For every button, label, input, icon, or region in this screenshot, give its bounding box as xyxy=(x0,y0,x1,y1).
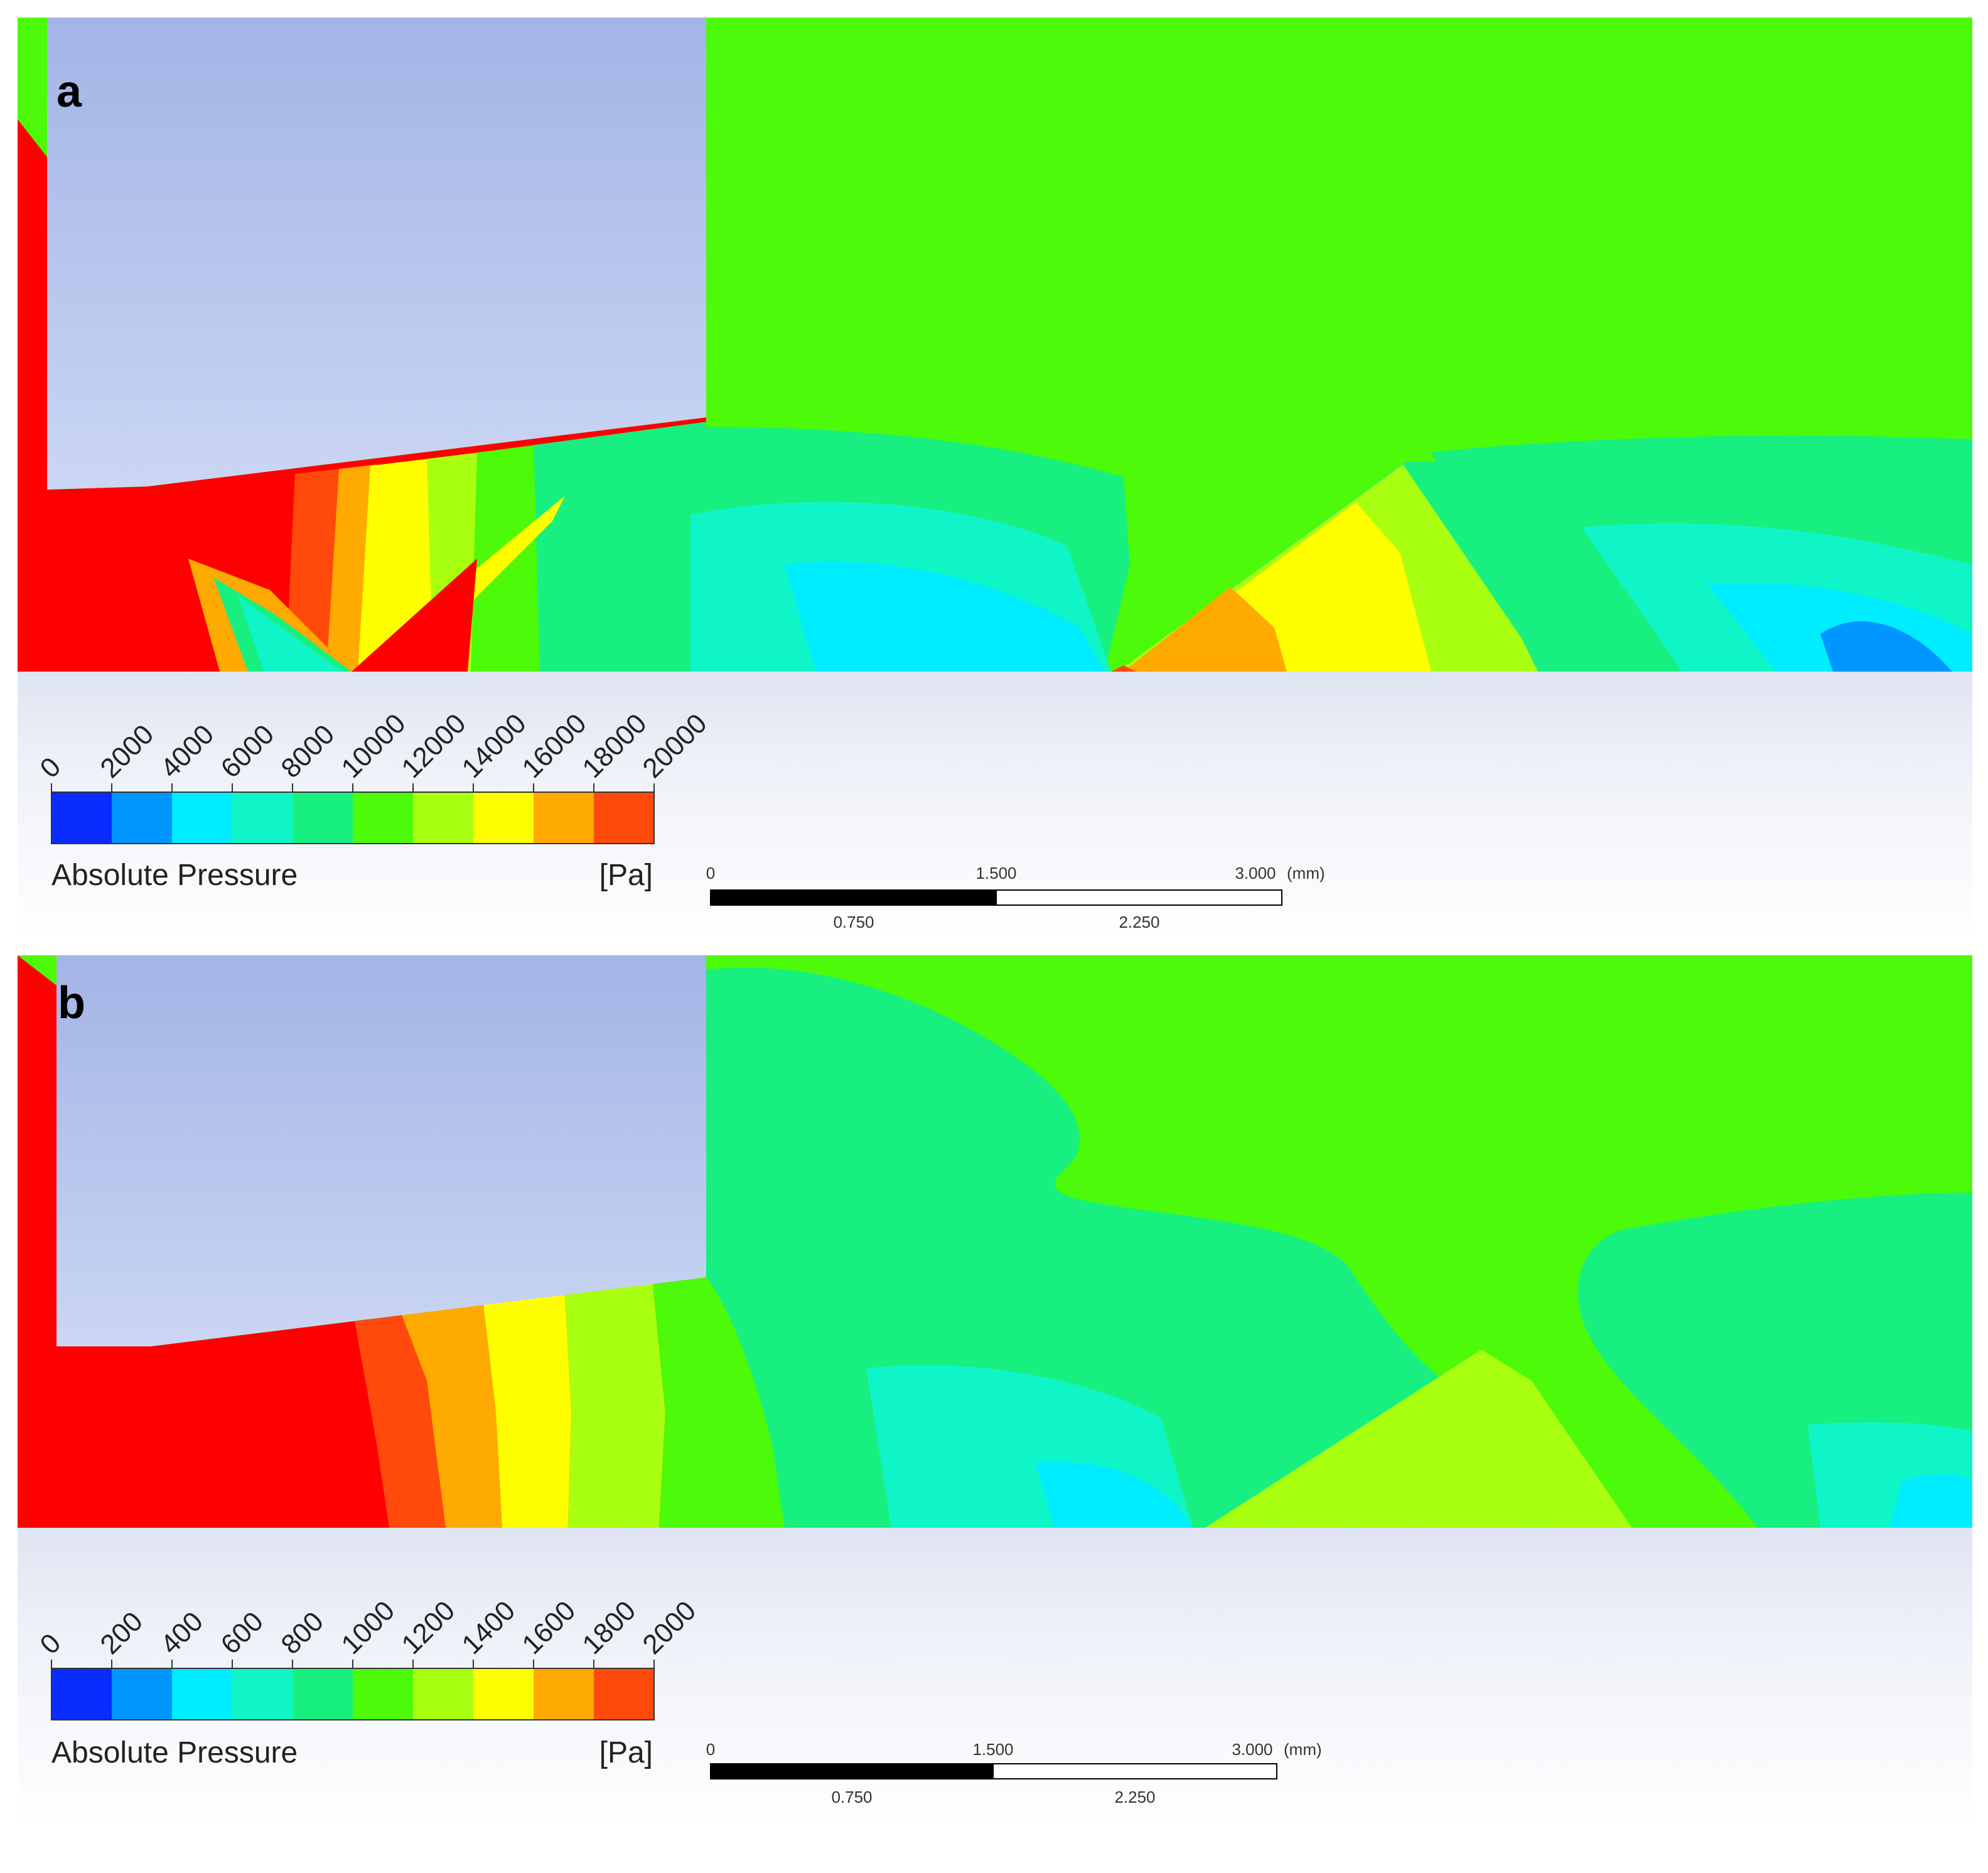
panel-b-legend-swatch-6 xyxy=(413,1668,473,1720)
panel-b-legend-swatch-1 xyxy=(112,1668,172,1720)
panel-b-legend-swatch-4 xyxy=(293,1668,353,1720)
panel-b-scale-label-2250: 2.250 xyxy=(1114,1788,1155,1806)
panel-a-legend-swatch-6 xyxy=(413,792,473,844)
panel-a-label: a xyxy=(56,67,82,117)
panel-a-scale-label-0: 0 xyxy=(706,864,715,883)
panel-b-legend-swatch-8 xyxy=(534,1668,594,1720)
panel-b-nozzle-wall xyxy=(56,955,706,1346)
panel-b-legend-title: Absolute Pressure xyxy=(51,1736,298,1769)
panel-b-legend-swatch-0 xyxy=(51,1668,112,1720)
panel-b-contour-plot xyxy=(18,955,1972,1528)
panel-b-scale-label-0: 0 xyxy=(706,1740,715,1759)
panel-a-legend-unit: [Pa] xyxy=(599,859,653,892)
panel-a-nozzle-wall xyxy=(47,18,706,490)
panel-b-label: b xyxy=(58,978,85,1028)
panel-a-legend-swatch-0 xyxy=(51,792,112,844)
panel-a-scale-label-2250: 2.250 xyxy=(1119,913,1159,931)
panel-a: a 0 2000400060008000100001200014000160001… xyxy=(18,18,1972,942)
panel-a-legend-swatch-8 xyxy=(534,792,594,844)
panel-b: b 0 200 400 600 800 100012001400160018002000 … xyxy=(18,955,1972,1829)
panel-a-scale-label-1500: 1.500 xyxy=(975,864,1016,883)
panel-b-scale-label-3000: 3.000 xyxy=(1232,1740,1272,1759)
panel-a-legend-swatch-1 xyxy=(112,792,172,844)
panel-a-legend-swatch-9 xyxy=(594,792,654,844)
panel-a-legend-swatch-4 xyxy=(293,792,353,844)
panel-a-legend-swatch-5 xyxy=(353,792,413,844)
panel-b-legend-unit: [Pa] xyxy=(599,1736,653,1769)
panel-a-legend-swatch-7 xyxy=(473,792,534,844)
panel-b-legend-swatch-5 xyxy=(353,1668,413,1720)
panel-a-scale-label-3000: 3.000 xyxy=(1235,864,1276,883)
panel-b-scale-unit: (mm) xyxy=(1284,1740,1322,1759)
panel-a-contour-plot xyxy=(18,18,1972,672)
panel-a-scale-label-0750: 0.750 xyxy=(833,913,874,931)
panel-b-legend-swatch-2 xyxy=(172,1668,232,1720)
panel-a-legend-swatch-3 xyxy=(232,792,293,844)
panel-a-legend-swatch-2 xyxy=(172,792,232,844)
panel-b-scale-label-1500: 1.500 xyxy=(972,1740,1013,1759)
panel-a-scale-bar: 0 1.500 3.000 (mm) 0.750 2.250 xyxy=(706,864,1325,931)
panel-b-scale-label-0750: 0.750 xyxy=(831,1788,872,1806)
panel-b-legend-swatch-9 xyxy=(594,1668,654,1720)
panel-b-scale-bar: 0 1.500 3.000 (mm) 0.750 2.250 xyxy=(706,1740,1322,1806)
panel-b-legend-swatch-7 xyxy=(473,1668,534,1720)
panel-a-legend-title: Absolute Pressure xyxy=(51,859,298,892)
panel-b-legend-swatch-3 xyxy=(232,1668,293,1720)
panel-a-scale-unit: (mm) xyxy=(1287,864,1325,883)
